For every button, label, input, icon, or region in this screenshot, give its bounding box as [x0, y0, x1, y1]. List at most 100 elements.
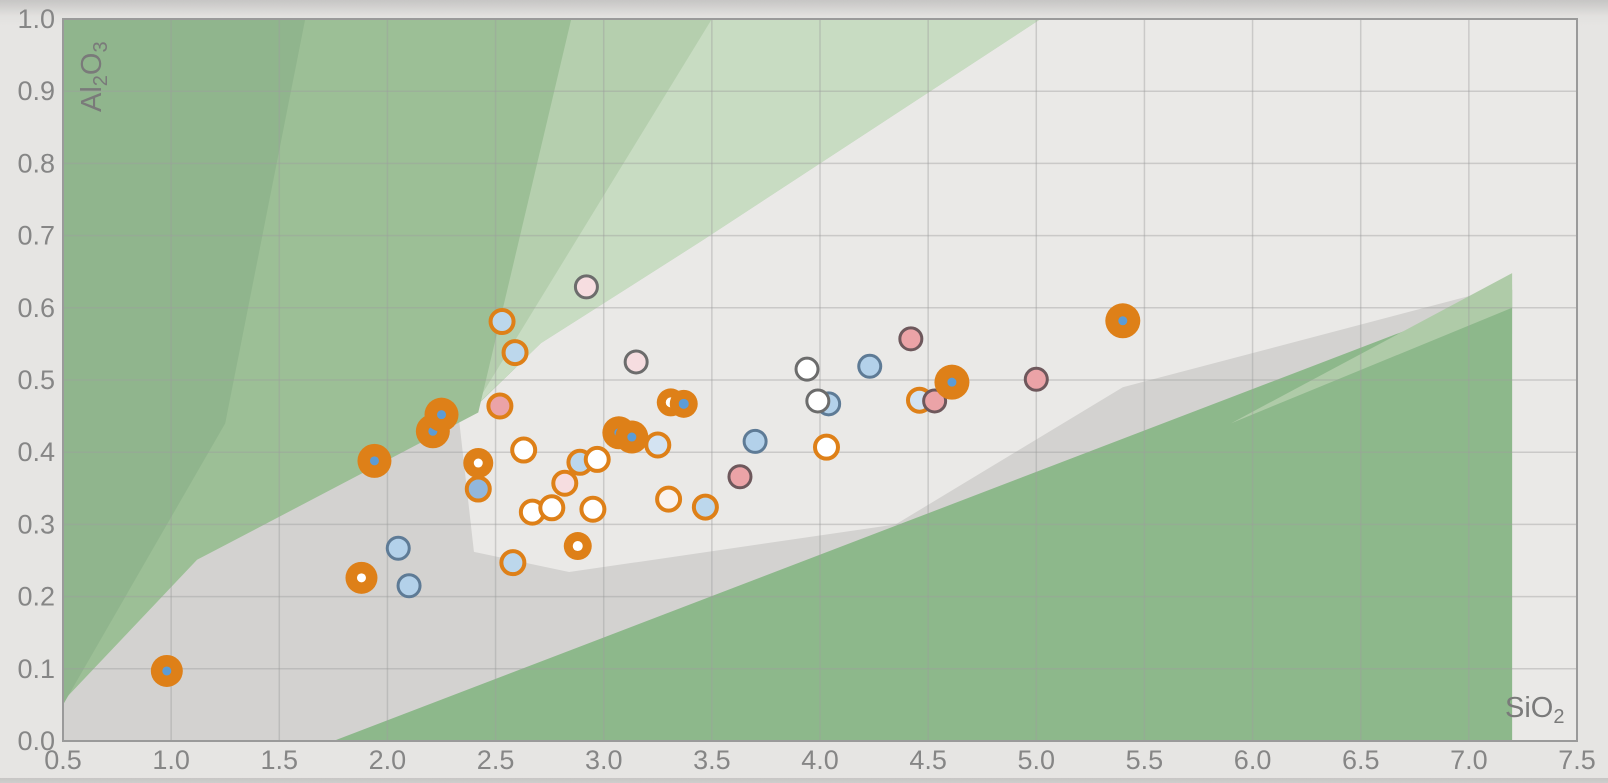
data-point[interactable] — [150, 654, 183, 687]
green-left-band — [63, 19, 306, 705]
marker-ring — [464, 475, 492, 503]
data-point[interactable] — [583, 445, 611, 473]
y-tick-label: 1.0 — [17, 4, 55, 34]
field-regions — [63, 19, 1513, 741]
x-tick-label: 7.5 — [1558, 745, 1596, 775]
marker-ring — [742, 428, 768, 454]
data-point[interactable] — [538, 494, 566, 522]
green-upper-lightest-band — [473, 19, 1041, 408]
marker-center-dot — [162, 666, 172, 676]
marker-ring — [655, 485, 683, 513]
data-point[interactable] — [898, 326, 924, 352]
y-tick-label: 0.7 — [17, 221, 55, 251]
data-point[interactable] — [615, 420, 649, 454]
x-tick-label: 5.0 — [1018, 745, 1056, 775]
data-point[interactable] — [464, 475, 492, 503]
x-tick-label: 6.0 — [1234, 745, 1272, 775]
x-tick-label: 5.5 — [1126, 745, 1164, 775]
y-tick-label: 0.1 — [17, 654, 55, 684]
marker-center-dot — [947, 377, 957, 387]
marker-center-dot — [369, 456, 379, 466]
axis-tick-labels: 0.5 1.0 1.5 2.0 2.5 3.0 3.5 4.0 4.5 5.0 5.5 6.0 6.5 7… — [17, 4, 1595, 775]
x-tick-label: 7.0 — [1450, 745, 1488, 775]
data-point[interactable] — [501, 339, 529, 367]
data-point[interactable] — [463, 448, 494, 479]
data-point[interactable] — [805, 388, 831, 414]
data-point[interactable] — [812, 433, 840, 461]
green-bottom-right-light-band — [1230, 273, 1513, 424]
marker-ring — [691, 493, 719, 521]
data-point[interactable] — [385, 535, 411, 561]
data-point[interactable] — [727, 464, 753, 490]
marker-ring — [488, 308, 516, 336]
y-axis-title: Al2O3 — [76, 41, 112, 112]
data-point[interactable] — [510, 436, 538, 464]
data-point[interactable] — [345, 561, 378, 594]
y-tick-label: 0.2 — [17, 582, 55, 612]
data-point[interactable] — [669, 389, 698, 418]
marker-ring — [805, 388, 831, 414]
marker-center-dot — [1118, 316, 1128, 326]
y-tick-label: 0.3 — [17, 509, 55, 539]
data-point[interactable] — [644, 431, 672, 459]
x-tick-label: 1.5 — [261, 745, 299, 775]
y-tick-label: 0.9 — [17, 76, 55, 106]
marker-ring — [583, 445, 611, 473]
data-point[interactable] — [857, 353, 883, 379]
marker-ring — [644, 431, 672, 459]
data-point[interactable] — [794, 356, 820, 382]
marker-ring — [623, 349, 649, 375]
marker-ring — [510, 436, 538, 464]
x-tick-label: 0.5 — [44, 745, 82, 775]
marker-ring — [794, 356, 820, 382]
marker-ring — [551, 469, 579, 497]
y-tick-label: 0.4 — [17, 437, 55, 467]
marker-ring — [1023, 366, 1049, 392]
marker-center-dot — [437, 410, 446, 420]
data-point[interactable] — [396, 573, 422, 599]
x-axis-title: SiO2 — [1505, 692, 1564, 728]
data-point[interactable] — [486, 392, 514, 420]
data-point[interactable] — [357, 443, 392, 478]
marker-ring — [501, 339, 529, 367]
x-tick-label: 2.0 — [369, 745, 407, 775]
data-point[interactable] — [922, 388, 948, 414]
marker-ring — [499, 549, 527, 577]
marker-ring — [385, 535, 411, 561]
y-tick-label: 0.5 — [17, 365, 55, 395]
x-tick-label: 4.5 — [909, 745, 947, 775]
data-points — [150, 274, 1141, 687]
marker-ring — [579, 495, 607, 523]
marker-ring — [486, 392, 514, 420]
data-point[interactable] — [499, 549, 527, 577]
data-point[interactable] — [655, 485, 683, 513]
data-point[interactable] — [551, 469, 579, 497]
x-tick-label: 4.0 — [801, 745, 839, 775]
marker-ring — [812, 433, 840, 461]
data-point[interactable] — [934, 364, 970, 400]
x-tick-label: 1.0 — [152, 745, 190, 775]
data-point[interactable] — [573, 274, 599, 300]
data-point[interactable] — [742, 428, 768, 454]
data-point[interactable] — [579, 495, 607, 523]
marker-center-dot — [627, 432, 637, 442]
data-point[interactable] — [424, 397, 459, 432]
marker-ring — [922, 388, 948, 414]
marker-center-dot — [678, 398, 689, 409]
x-tick-label: 3.5 — [693, 745, 731, 775]
marker-ring — [396, 573, 422, 599]
data-point[interactable] — [1023, 366, 1049, 392]
data-point[interactable] — [488, 308, 516, 336]
marker-ring — [727, 464, 753, 490]
data-point[interactable] — [1105, 303, 1141, 339]
x-tick-label: 6.5 — [1342, 745, 1380, 775]
marker-ring — [898, 326, 924, 352]
marker-ring — [573, 274, 599, 300]
plot-border — [62, 18, 1578, 742]
marker-center-dot — [572, 541, 583, 552]
data-point[interactable] — [563, 532, 592, 561]
marker-center-dot — [356, 573, 366, 583]
green-bottom-right-field — [333, 289, 1513, 741]
data-point[interactable] — [623, 349, 649, 375]
data-point[interactable] — [691, 493, 719, 521]
